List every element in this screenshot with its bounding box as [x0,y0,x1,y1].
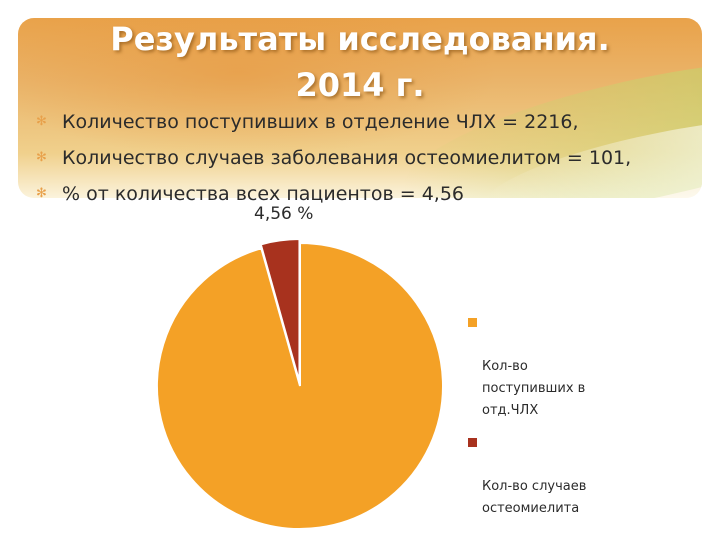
bullet-value: 4,56 [421,183,465,205]
bullet-star-icon: ✻ [36,150,47,165]
bullet-value: 2216, [524,111,579,133]
bullet-text: Количество случаев заболевания остеомиел… [62,147,589,169]
bullet-text: % от количества всех пациентов = [62,183,422,205]
bullet-list: ✻ Количество поступивших в отделение ЧЛХ … [36,104,631,212]
bullet-value: 101, [588,147,632,169]
title-line-2: 2014 г. [295,66,425,104]
pie-slice-osteomyelitis [259,238,301,383]
title-banner [18,18,702,198]
bullet-star-icon: ✻ [36,186,47,201]
bullet-text: Количество поступивших в отделение ЧЛХ = [62,111,525,133]
pie-chart [150,236,450,536]
legend-swatch-admitted [468,318,477,327]
legend-label: Кол-во случаев остеомиелита [482,479,587,516]
bullet-item-osteomyelitis: ✻ Количество случаев заболевания остеомие… [36,140,631,176]
chart-legend: Кол-во поступивших в отд.ЧЛХ Кол-во случ… [468,312,648,530]
bullet-item-admitted: ✻ Количество поступивших в отделение ЧЛХ … [36,104,631,140]
pie-slice-admitted [156,241,444,530]
slide-title: Результаты исследования. 2014 г. [0,16,720,108]
legend-label: Кол-во поступивших в отд.ЧЛХ [482,359,586,418]
bullet-star-icon: ✻ [36,114,47,129]
pie-data-label: 4,56 % [254,204,314,224]
bullet-item-percent: ✻ % от количества всех пациентов = 4,56 [36,176,631,212]
legend-swatch-osteomyelitis [468,438,477,447]
legend-entry-admitted: Кол-во поступивших в отд.ЧЛХ [468,312,648,422]
title-line-1: Результаты исследования. [110,20,610,58]
pie-svg [156,238,444,530]
legend-entry-osteomyelitis: Кол-во случаев остеомиелита [468,432,648,520]
